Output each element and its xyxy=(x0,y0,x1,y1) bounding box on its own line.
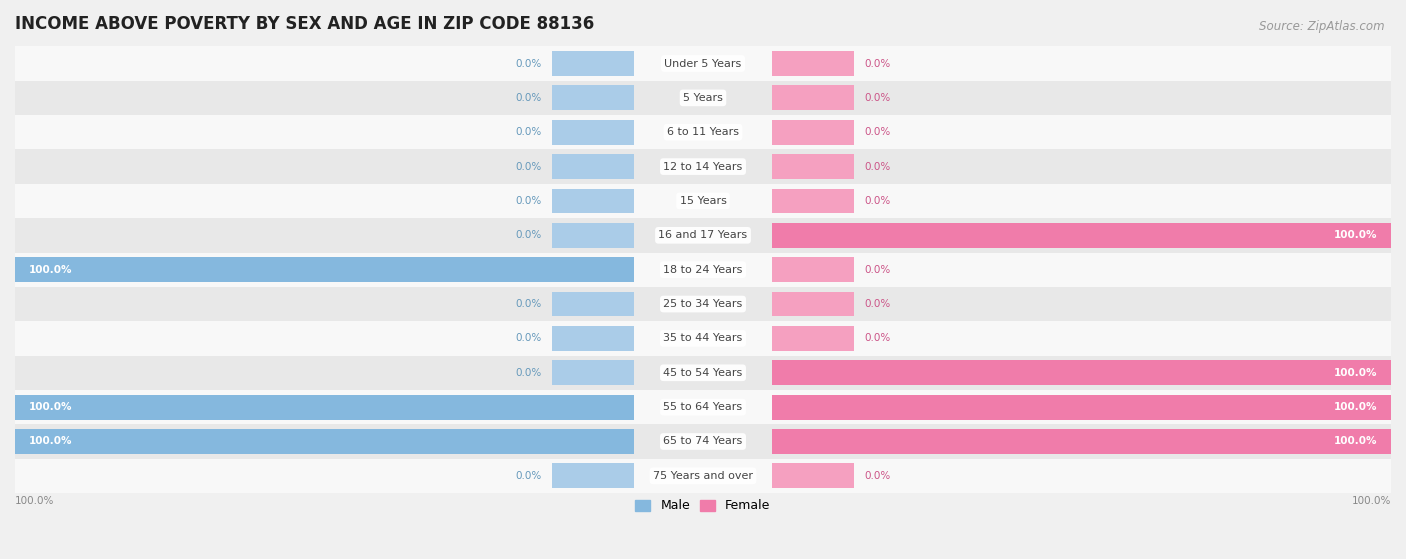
Text: 0.0%: 0.0% xyxy=(865,471,891,481)
Bar xyxy=(15,424,1391,459)
Bar xyxy=(551,463,634,488)
Legend: Male, Female: Male, Female xyxy=(630,495,776,518)
Text: 0.0%: 0.0% xyxy=(515,471,541,481)
Bar xyxy=(772,223,1406,248)
Bar xyxy=(772,188,855,214)
Text: 35 to 44 Years: 35 to 44 Years xyxy=(664,333,742,343)
Text: Under 5 Years: Under 5 Years xyxy=(665,59,741,69)
Text: 0.0%: 0.0% xyxy=(515,333,541,343)
Text: 45 to 54 Years: 45 to 54 Years xyxy=(664,368,742,378)
Bar xyxy=(15,46,1391,80)
Bar xyxy=(772,120,855,145)
Text: 75 Years and over: 75 Years and over xyxy=(652,471,754,481)
Text: 0.0%: 0.0% xyxy=(515,230,541,240)
Text: 0.0%: 0.0% xyxy=(865,162,891,172)
Bar xyxy=(15,390,1391,424)
Bar xyxy=(551,361,634,385)
Text: 12 to 14 Years: 12 to 14 Years xyxy=(664,162,742,172)
Text: Source: ZipAtlas.com: Source: ZipAtlas.com xyxy=(1260,20,1385,32)
Text: 100.0%: 100.0% xyxy=(15,496,55,506)
Text: 16 and 17 Years: 16 and 17 Years xyxy=(658,230,748,240)
Bar xyxy=(15,149,1391,184)
Text: 0.0%: 0.0% xyxy=(515,368,541,378)
Bar xyxy=(15,253,1391,287)
Bar xyxy=(772,154,855,179)
Text: 100.0%: 100.0% xyxy=(28,264,72,274)
Bar xyxy=(551,154,634,179)
Text: 18 to 24 Years: 18 to 24 Years xyxy=(664,264,742,274)
Text: 0.0%: 0.0% xyxy=(515,127,541,137)
Bar xyxy=(551,188,634,214)
Bar xyxy=(15,80,1391,115)
Text: 15 Years: 15 Years xyxy=(679,196,727,206)
Bar xyxy=(772,361,1406,385)
Bar xyxy=(551,86,634,110)
Bar xyxy=(772,51,855,76)
Text: 0.0%: 0.0% xyxy=(515,93,541,103)
Text: 55 to 64 Years: 55 to 64 Years xyxy=(664,402,742,412)
Bar xyxy=(15,218,1391,253)
Text: 0.0%: 0.0% xyxy=(865,93,891,103)
Bar xyxy=(772,463,855,488)
Bar xyxy=(0,395,634,419)
Bar xyxy=(772,429,1406,454)
Text: 0.0%: 0.0% xyxy=(865,196,891,206)
Bar xyxy=(772,292,855,316)
Text: 6 to 11 Years: 6 to 11 Years xyxy=(666,127,740,137)
Text: 0.0%: 0.0% xyxy=(515,59,541,69)
Bar xyxy=(772,326,855,351)
Text: 0.0%: 0.0% xyxy=(865,299,891,309)
Text: 0.0%: 0.0% xyxy=(865,264,891,274)
Text: 0.0%: 0.0% xyxy=(865,127,891,137)
Text: 100.0%: 100.0% xyxy=(1334,368,1378,378)
Text: 100.0%: 100.0% xyxy=(1351,496,1391,506)
Bar xyxy=(15,356,1391,390)
Bar xyxy=(15,115,1391,149)
Bar xyxy=(772,257,855,282)
Bar xyxy=(15,287,1391,321)
Text: INCOME ABOVE POVERTY BY SEX AND AGE IN ZIP CODE 88136: INCOME ABOVE POVERTY BY SEX AND AGE IN Z… xyxy=(15,15,595,33)
Text: 65 to 74 Years: 65 to 74 Years xyxy=(664,437,742,447)
Bar xyxy=(0,429,634,454)
Text: 5 Years: 5 Years xyxy=(683,93,723,103)
Text: 0.0%: 0.0% xyxy=(515,196,541,206)
Bar xyxy=(551,223,634,248)
Text: 0.0%: 0.0% xyxy=(865,59,891,69)
Bar xyxy=(15,459,1391,493)
Text: 100.0%: 100.0% xyxy=(28,437,72,447)
Bar xyxy=(551,51,634,76)
Text: 100.0%: 100.0% xyxy=(1334,230,1378,240)
Bar xyxy=(0,257,634,282)
Bar xyxy=(772,86,855,110)
Bar xyxy=(551,120,634,145)
Text: 0.0%: 0.0% xyxy=(865,333,891,343)
Bar xyxy=(551,326,634,351)
Text: 25 to 34 Years: 25 to 34 Years xyxy=(664,299,742,309)
Text: 100.0%: 100.0% xyxy=(1334,402,1378,412)
Bar xyxy=(551,292,634,316)
Bar xyxy=(15,184,1391,218)
Text: 100.0%: 100.0% xyxy=(1334,437,1378,447)
Bar xyxy=(15,321,1391,356)
Bar xyxy=(772,395,1406,419)
Text: 0.0%: 0.0% xyxy=(515,162,541,172)
Text: 0.0%: 0.0% xyxy=(515,299,541,309)
Text: 100.0%: 100.0% xyxy=(28,402,72,412)
